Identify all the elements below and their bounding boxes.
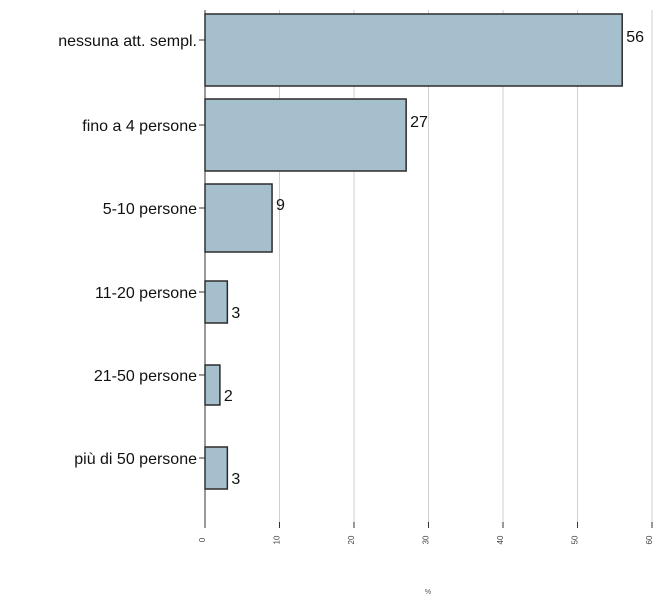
bar [204, 13, 623, 87]
category-label: nessuna att. sempl. [58, 33, 197, 50]
value-label: 2 [224, 388, 233, 405]
bar [204, 280, 229, 324]
x-tick-label: 30 [422, 535, 431, 544]
bar [204, 183, 273, 253]
value-label: 27 [410, 114, 428, 131]
gridlines [279, 10, 653, 522]
bar [204, 98, 407, 172]
category-label: più di 50 persone [74, 451, 197, 468]
x-tick-label: 60 [645, 535, 654, 544]
value-label: 3 [231, 305, 240, 322]
bar [204, 364, 221, 406]
x-tick-label: 0 [198, 537, 207, 542]
category-label: 11-20 persone [95, 285, 197, 302]
x-tick-label: 10 [273, 535, 282, 544]
bar [204, 446, 229, 490]
value-label: 9 [276, 197, 285, 214]
axes [199, 10, 653, 528]
x-tick-label: 40 [496, 535, 505, 544]
category-label: 5-10 persone [103, 201, 197, 218]
category-label: fino a 4 persone [82, 118, 197, 135]
value-label: 56 [626, 29, 644, 46]
labels: 0 10 20 30 40 50 60 nessuna att. sempl. 56 fino a… [58, 29, 654, 596]
x-tick-label: 50 [571, 535, 580, 544]
x-tick-label: 20 [347, 535, 356, 544]
bars [204, 13, 623, 490]
category-label: 21-50 persone [94, 368, 197, 385]
x-axis-note: % [425, 589, 431, 596]
value-label: 3 [231, 471, 240, 488]
